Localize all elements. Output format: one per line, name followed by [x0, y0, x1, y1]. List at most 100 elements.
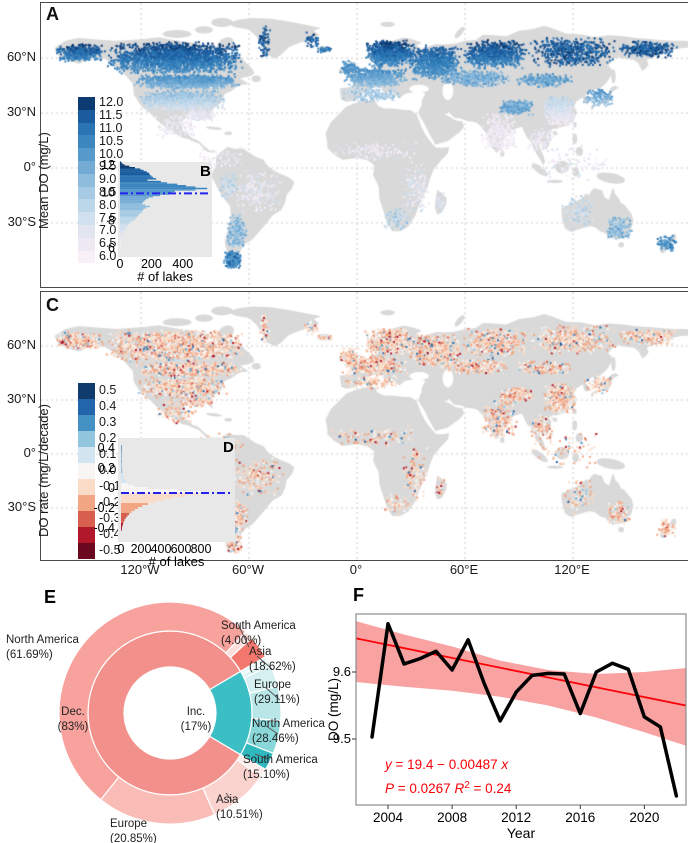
- hist-bar: [120, 176, 153, 179]
- regression-line: [356, 637, 686, 707]
- label-leader-line: [265, 687, 281, 701]
- hist-bar: [121, 521, 124, 523]
- colorbar-segment: [78, 543, 95, 559]
- colorbar-tick: 7.0: [99, 223, 117, 238]
- donut-label: North America: [252, 718, 325, 730]
- colorbar-segment: [78, 250, 95, 264]
- hist-bar: [120, 243, 121, 245]
- hist-bar: [120, 202, 142, 205]
- panel-e-label: E: [44, 587, 56, 607]
- panel-f-label: F: [353, 585, 364, 605]
- year-tick: 2004: [373, 810, 404, 825]
- hist-bar: [120, 161, 122, 163]
- colorbar-a-title: Mean DO (mg/L): [36, 132, 51, 230]
- hist-bar: [121, 457, 122, 459]
- donut-label: (17%): [181, 721, 212, 733]
- hist-bar: [120, 232, 124, 234]
- panel-d-label: D: [223, 439, 234, 456]
- colorbar-segment: [78, 463, 95, 479]
- colorbar-tick: 8.0: [99, 197, 117, 212]
- colorbar-segment: [78, 479, 95, 495]
- hist-bar: [120, 223, 129, 226]
- hist-bar: [121, 501, 155, 503]
- hist-bar: [120, 226, 127, 228]
- x-axis-title: Year: [507, 825, 536, 841]
- hist-bar: [121, 529, 122, 531]
- hist-bar: [120, 171, 147, 173]
- do-tick: 9.6: [333, 664, 351, 679]
- donut-label: (15.10%): [243, 769, 290, 781]
- donut-label: South America: [221, 620, 296, 632]
- hist-bar: [121, 523, 123, 525]
- colorbar-segment: [78, 122, 95, 136]
- colorbar-tick: 12.0: [99, 95, 124, 110]
- label-leader-line: [236, 621, 250, 648]
- hist-bar: [120, 236, 122, 238]
- colorbar-tick: 9.5: [99, 159, 117, 174]
- inset-y-tick: 0: [108, 481, 115, 495]
- donut-label: (4.00%): [221, 635, 261, 647]
- inset-x-tick: 0: [118, 542, 125, 556]
- hist-bar: [121, 481, 127, 483]
- inset-y-tick: 10: [101, 186, 115, 200]
- hist-bar: [121, 497, 173, 499]
- hist-bar: [120, 205, 150, 208]
- lat-tick-c: 30°N: [6, 391, 36, 406]
- hist-bar: [120, 230, 124, 233]
- colorbar-tick: 0.5: [99, 383, 117, 397]
- lon-tick: 60°W: [232, 562, 264, 577]
- do-tick: 9.5: [333, 731, 351, 746]
- colorbar-segment: [78, 224, 95, 238]
- inset-y-tick: -0.2: [93, 501, 115, 515]
- hist-bar: [120, 218, 136, 220]
- inset-y-tick: 8: [108, 213, 115, 227]
- hist-bar: [120, 229, 125, 231]
- hist-bar: [121, 503, 148, 505]
- colorbar-tick: -0.3: [99, 511, 121, 525]
- inset-x-tick: 800: [191, 542, 212, 556]
- hist-bar: [121, 445, 122, 447]
- hist-bar: [121, 467, 122, 469]
- hist-bar: [120, 193, 169, 195]
- hist-bar: [121, 491, 202, 493]
- colorbar-segment: [78, 173, 95, 187]
- hist-bar: [120, 211, 142, 213]
- hist-bar: [120, 162, 123, 165]
- colorbar-segment: [78, 511, 95, 527]
- hist-bar: [120, 237, 122, 240]
- lat-tick-a: 0°: [23, 159, 36, 174]
- lat-tick-c: 0°: [23, 445, 36, 460]
- donut-label: South America: [243, 754, 318, 766]
- hist-bar: [120, 238, 122, 241]
- hist-bar: [120, 194, 161, 197]
- colorbar-tick: 10.5: [99, 133, 124, 148]
- inset-y-tick: -0.4: [93, 521, 115, 535]
- year-tick: 2008: [437, 810, 467, 825]
- hist-bar: [120, 220, 131, 223]
- colorbar-tick: 10.0: [99, 146, 124, 161]
- hist-bar: [120, 186, 196, 188]
- colorbar-segment: [78, 447, 95, 463]
- hist-bar: [121, 453, 122, 455]
- donut-label: (29.11%): [254, 694, 300, 706]
- regression-equation: y = 19.4 − 0.00487 x: [384, 757, 509, 772]
- lon-tick: 120°W: [120, 562, 160, 577]
- hist-bar: [120, 216, 137, 219]
- donut-label: Dec.: [61, 706, 85, 718]
- colorbar-tick: 6.5: [99, 236, 117, 251]
- colorbar-tick: 8.5: [99, 185, 117, 199]
- colorbar-tick: 0.1: [99, 447, 117, 461]
- hist-bar: [120, 191, 172, 194]
- hist-bar: [121, 513, 130, 515]
- hist-bar: [120, 240, 122, 242]
- hist-bar: [120, 183, 178, 186]
- panel-f-trend: F 2004 2008 2012 2016 2020 9.6 9.5 Year DO (mg/L)…: [326, 585, 687, 841]
- hist-bar: [120, 178, 157, 180]
- hist-bar: [120, 247, 121, 249]
- colorbar-segment: [78, 212, 95, 225]
- inset-x-tick: 200: [131, 542, 152, 556]
- confidence-band: [356, 621, 686, 746]
- inset-x-tick: 200: [141, 257, 162, 271]
